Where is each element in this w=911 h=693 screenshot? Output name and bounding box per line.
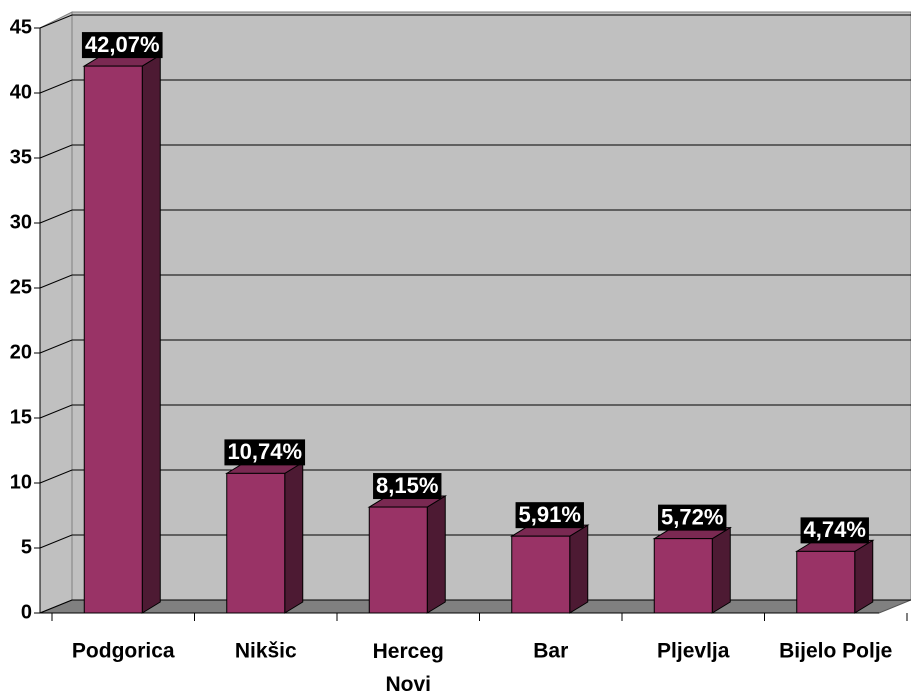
value-label-bg: [224, 439, 306, 466]
value-label: 8,15%: [376, 473, 438, 498]
floor: [39, 599, 911, 614]
bar-front: [653, 538, 713, 614]
value-label: 4,74%: [804, 517, 866, 542]
bar: [367, 495, 448, 614]
value-label: 42,07%: [85, 32, 160, 57]
bar: [652, 526, 733, 614]
bar-side: [711, 526, 731, 614]
y-tick-label: 25: [10, 276, 32, 298]
grid-line: [39, 274, 911, 289]
grid-line: [39, 144, 911, 159]
grid-line: [39, 404, 911, 419]
y-tick-label: 45: [10, 16, 32, 38]
bar-front: [226, 472, 286, 614]
value-label-bg: [515, 502, 584, 529]
value-label: 5,91%: [519, 502, 581, 527]
bar-side: [426, 495, 446, 614]
grid-line: [39, 209, 911, 224]
grid-line: [39, 469, 911, 484]
y-tick-label: 5: [21, 536, 32, 558]
back-wall: [71, 11, 911, 601]
grid-line: [39, 534, 911, 549]
side-wall: [39, 11, 73, 614]
bar: [224, 461, 305, 614]
bar-front: [511, 535, 571, 614]
y-tick-label: 40: [10, 81, 32, 103]
bar: [794, 539, 875, 614]
bar-side: [854, 539, 874, 614]
y-tick-label: 10: [10, 471, 32, 493]
bar: [82, 54, 163, 614]
value-label: 5,72%: [661, 504, 723, 529]
x-tick-label: Bar: [533, 640, 568, 663]
bar-front: [368, 506, 428, 614]
y-tick-label: 20: [10, 341, 32, 363]
x-tick-label: Pljevlja: [657, 640, 730, 663]
bar-side: [141, 54, 161, 614]
value-label-bg: [81, 32, 163, 59]
x-tick-label: Nikšic: [235, 640, 297, 663]
value-label-bg: [800, 517, 869, 544]
grid-line: [39, 339, 911, 354]
grid-line: [39, 79, 911, 94]
value-label-bg: [658, 504, 727, 531]
bar-front: [83, 65, 143, 614]
x-tick-label: Bijelo Polje: [779, 640, 892, 663]
y-tick-label: 30: [10, 211, 32, 233]
grid-line: [39, 599, 911, 614]
y-tick-label: 35: [10, 146, 32, 168]
bar-front: [796, 550, 856, 614]
y-tick-label: 0: [21, 601, 32, 623]
value-label-bg: [373, 473, 442, 500]
bar-side: [569, 524, 589, 614]
bar-side: [284, 461, 304, 614]
value-label: 10,74%: [227, 439, 302, 464]
x-tick-label: Podgorica: [72, 640, 175, 663]
bar: [509, 524, 590, 614]
x-tick-label: Herceg Novi: [373, 640, 444, 693]
y-tick-label: 15: [10, 406, 32, 428]
grid-line: [39, 14, 911, 29]
